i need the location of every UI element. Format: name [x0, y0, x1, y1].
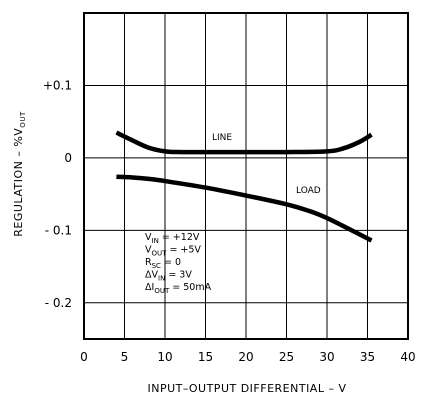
x-tick-label: 5 — [121, 350, 129, 364]
series-label-line: LINE — [212, 133, 232, 143]
condition-line: VOUT = +5V — [145, 245, 201, 258]
series-line-load — [116, 174, 373, 243]
x-tick-label: 10 — [157, 350, 172, 364]
series-label-load: LOAD — [296, 186, 321, 196]
x-tick-label: 0 — [80, 350, 88, 364]
x-tick-labels: 0 5 10 15 20 25 30 35 40 — [80, 350, 415, 364]
y-axis-title-main: REGULATION – %V — [12, 128, 25, 237]
plot-frame — [83, 12, 409, 340]
x-tick-label: 35 — [360, 350, 375, 364]
y-axis-title: REGULATION – %VOUT — [12, 111, 27, 237]
condition-line: RSC = 0 — [145, 257, 181, 270]
condition-line: ΔVIN = 3V — [145, 270, 192, 283]
x-tick-label: 40 — [400, 350, 415, 364]
y-tick-label: 0 — [64, 151, 72, 165]
x-tick-label: 15 — [198, 350, 213, 364]
y-tick-label: +0.1 — [43, 78, 72, 92]
series-line-line — [115, 130, 373, 155]
y-tick-labels: +0.1 0 - 0.1 - 0.2 — [43, 78, 72, 309]
x-tick-label: 30 — [319, 350, 334, 364]
condition-line: VIN = +12V — [145, 232, 200, 245]
x-axis-title: INPUT–OUTPUT DIFFERENTIAL – V — [148, 382, 347, 395]
x-tick-label: 20 — [238, 350, 253, 364]
data-curves — [115, 130, 373, 243]
condition-line: ΔIOUT = 50mA — [145, 282, 212, 295]
y-tick-label: - 0.2 — [45, 296, 72, 310]
y-tick-label: - 0.1 — [45, 223, 72, 237]
x-tick-label: 25 — [279, 350, 294, 364]
y-axis-title-sub: OUT — [19, 111, 27, 128]
